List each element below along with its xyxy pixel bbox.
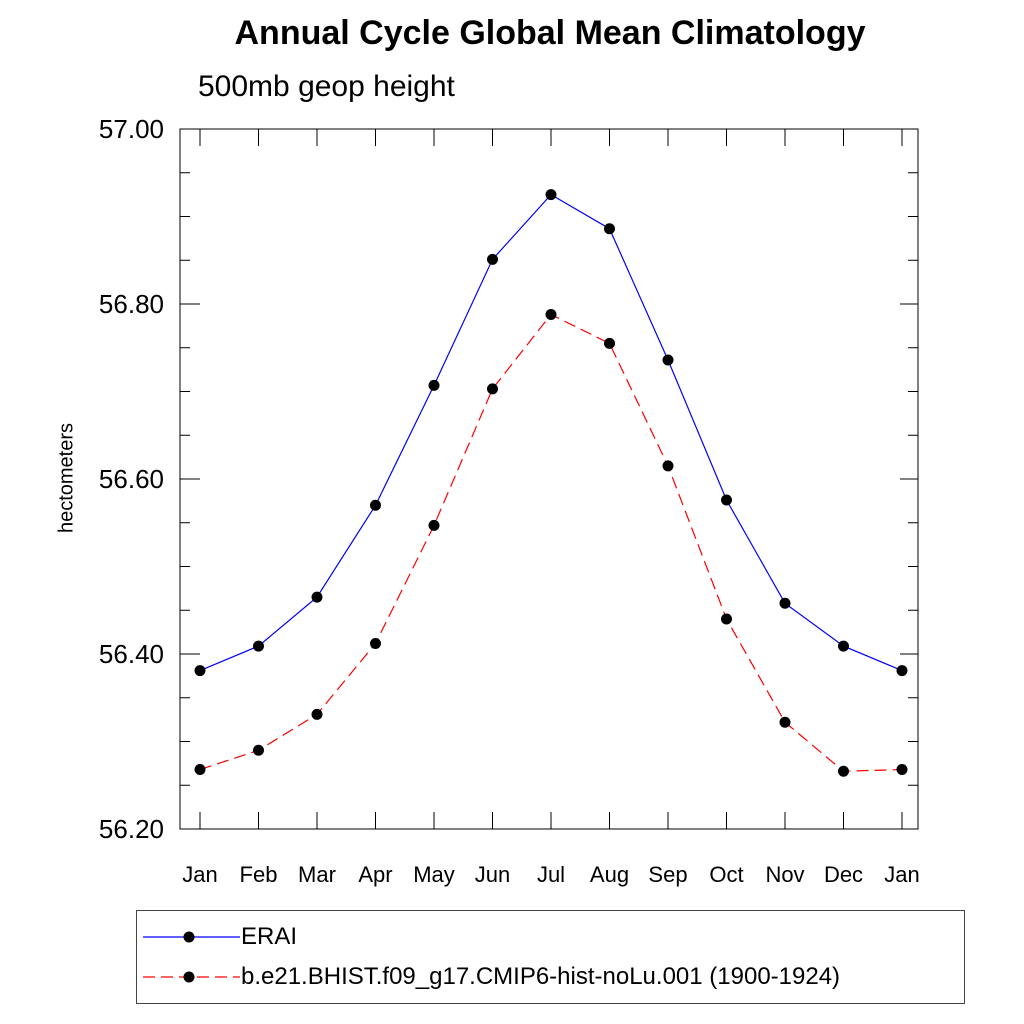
legend-label-model: b.e21.BHIST.f09_g17.CMIP6-hist-noLu.001 … [241, 963, 841, 990]
x-tick-label: Aug [590, 862, 629, 887]
x-tick-label: Sep [648, 862, 687, 887]
data-point-series-0 [545, 189, 557, 201]
legend-item-model: b.e21.BHIST.f09_g17.CMIP6-hist-noLu.001 … [137, 959, 964, 995]
data-point-series-0 [253, 640, 264, 652]
data-point-series-1 [662, 460, 674, 472]
plot-frame [179, 128, 919, 830]
series-line-0 [199, 193, 903, 672]
data-point-series-1 [253, 744, 264, 756]
data-point-series-0 [370, 499, 381, 511]
x-tick-label: Feb [240, 862, 278, 887]
x-tick-label: Apr [358, 862, 392, 887]
data-point-series-0 [721, 494, 732, 506]
data-point-series-0 [428, 379, 440, 391]
x-tick-label: Jan [182, 862, 217, 887]
plot-area: 56.20 56.40 56.60 56.80 57.00 Jan Feb Mar Apr May… [99, 114, 920, 887]
data-point-series-0 [604, 223, 615, 235]
y-tick-label: 57.00 [99, 114, 164, 144]
x-tick-label: May [413, 862, 455, 887]
x-tick-label: Jun [475, 862, 510, 887]
data-point-series-1 [311, 708, 323, 720]
data-point-series-1 [721, 613, 732, 625]
data-point-series-0 [487, 253, 498, 265]
x-tick-label: Jan [884, 862, 919, 887]
legend-symbol-model [143, 971, 240, 983]
y-tick-label: 56.20 [99, 814, 164, 844]
legend: ERAI b.e21.BHIST.f09_g17.CMIP6-hist-noLu… [136, 910, 965, 1004]
x-tick-label: Oct [709, 862, 743, 887]
data-point-series-1 [487, 383, 498, 395]
data-point-series-0 [838, 640, 849, 652]
data-point-series-1 [545, 309, 557, 320]
legend-label-erai: ERAI [241, 923, 298, 950]
data-point-series-1 [428, 519, 440, 531]
data-point-series-0 [311, 591, 323, 603]
data-point-series-1 [370, 638, 381, 649]
legend-symbol-erai [143, 931, 240, 943]
data-point-series-1 [896, 764, 908, 775]
y-tick-label: 56.40 [99, 639, 164, 669]
data-point-series-0 [662, 354, 674, 366]
data-point-series-0 [896, 665, 908, 677]
y-tick-label: 56.80 [99, 289, 164, 319]
y-tick-label: 56.60 [99, 464, 164, 494]
data-point-series-0 [194, 665, 206, 677]
x-tick-label: Mar [298, 862, 336, 887]
series-line-1 [199, 313, 903, 772]
data-point-series-0 [779, 597, 791, 609]
chart-subtitle: 500mb geop height [198, 70, 455, 103]
data-point-series-1 [838, 765, 849, 777]
x-tick-label: Dec [824, 862, 863, 887]
data-point-series-1 [194, 764, 206, 775]
x-tick-label: Nov [765, 862, 804, 887]
x-tick-label: Jul [537, 862, 565, 887]
data-point-series-1 [779, 716, 791, 728]
legend-item-erai: ERAI [137, 919, 964, 955]
chart-title: Annual Cycle Global Mean Climatology [234, 14, 866, 52]
data-point-series-1 [604, 337, 615, 349]
